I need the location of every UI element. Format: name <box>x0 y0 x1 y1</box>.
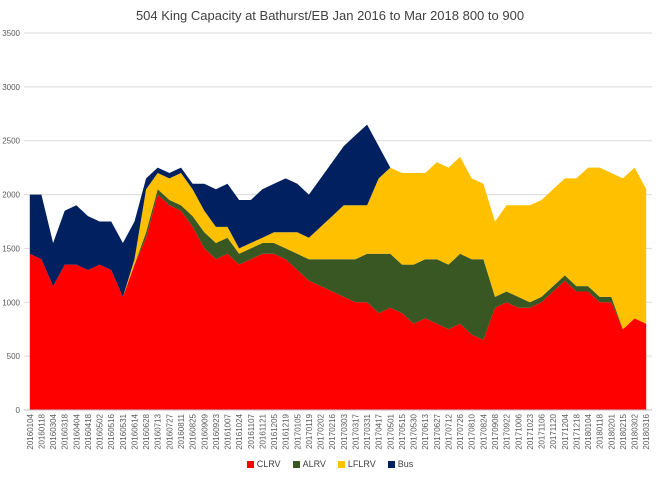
x-tick-label: 20170501 <box>386 413 395 449</box>
legend-item-clrv: CLRV <box>246 459 281 469</box>
x-tick-label: 20170303 <box>340 413 349 449</box>
series-area-alrv <box>29 189 647 340</box>
x-tick-label: 20161107 <box>247 413 256 449</box>
x-tick-label: 20160628 <box>142 413 151 449</box>
x-tick-label: 20160318 <box>61 413 70 449</box>
x-tick-label: 20170908 <box>491 413 500 449</box>
x-tick-label: 20160811 <box>177 413 186 449</box>
x-tick-label: 20180215 <box>619 413 628 449</box>
x-tick-label: 20170331 <box>363 413 372 449</box>
legend-swatch <box>337 460 345 468</box>
x-tick-label: 20171218 <box>572 413 581 449</box>
x-tick-label: 20161205 <box>270 413 279 449</box>
y-tick-label: 1500 <box>2 244 20 253</box>
y-tick-label: 3000 <box>2 83 20 92</box>
x-tick-label: 20160909 <box>200 413 209 449</box>
x-tick-label: 20160825 <box>189 413 198 449</box>
x-tick-label: 20160502 <box>96 413 105 449</box>
x-tick-label: 20171204 <box>561 413 570 449</box>
x-tick-label: 20180104 <box>584 413 593 449</box>
x-tick-label: 20160614 <box>131 413 140 449</box>
legend-label: CLRV <box>256 459 281 469</box>
x-tick-label: 20160727 <box>165 413 174 449</box>
y-tick-label: 2500 <box>2 137 20 146</box>
chart-title: 504 King Capacity at Bathurst/EB Jan 201… <box>135 8 525 23</box>
x-tick-label: 20170202 <box>317 413 326 449</box>
x-tick-label: 20160404 <box>72 413 81 449</box>
y-tick-label: 500 <box>7 352 21 361</box>
x-tick-label: 20161121 <box>258 413 267 449</box>
x-tick-label: 20171023 <box>526 413 535 449</box>
legend-label: LFLRV <box>347 459 376 469</box>
x-tick-label: 20180316 <box>642 413 651 449</box>
x-tick-label: 20160713 <box>154 413 163 449</box>
x-tick-label: 20160104 <box>26 413 35 449</box>
series-area-clrv <box>29 194 647 410</box>
x-tick-label: 20170712 <box>445 413 454 449</box>
x-tick-label: 20170613 <box>421 413 430 449</box>
legend-label: Bus <box>397 459 414 469</box>
x-tick-label: 20170317 <box>351 413 360 449</box>
x-tick-label: 20170515 <box>398 413 407 449</box>
x-tick-label: 20170417 <box>375 413 384 449</box>
x-tick-label: 20160304 <box>49 413 58 449</box>
x-tick-label: 20160531 <box>119 413 128 449</box>
x-tick-label: 20170824 <box>479 413 488 449</box>
legend-swatch <box>246 460 254 468</box>
x-tick-label: 20160418 <box>84 413 93 449</box>
x-tick-label: 20170810 <box>468 413 477 449</box>
x-tick-label: 20180118 <box>596 413 605 449</box>
x-tick-label: 20171120 <box>549 413 558 449</box>
legend-item-lflrv: LFLRV <box>337 459 376 469</box>
legend: CLRV ALRV LFLRV Bus <box>0 459 660 470</box>
x-tick-label: 20160118 <box>37 413 46 449</box>
x-tick-label: 20170922 <box>503 413 512 449</box>
x-tick-label: 20170119 <box>305 413 314 449</box>
x-tick-label: 20170726 <box>456 413 465 449</box>
y-tick-label: 1000 <box>2 298 20 307</box>
legend-swatch <box>387 460 395 468</box>
series-area-bus <box>29 124 647 297</box>
y-tick-label: 2000 <box>2 191 20 200</box>
x-tick-label: 20170216 <box>328 413 337 449</box>
x-tick-label: 20180302 <box>631 413 640 449</box>
x-tick-label: 20171106 <box>538 413 547 449</box>
x-tick-label: 20160923 <box>212 413 221 449</box>
x-tick-label: 20170530 <box>410 413 419 449</box>
x-tick-label: 20161219 <box>282 413 291 449</box>
x-tick-label: 20171006 <box>514 413 523 449</box>
x-tick-label: 20170627 <box>433 413 442 449</box>
legend-label: ALRV <box>302 459 326 469</box>
legend-item-bus: Bus <box>387 459 414 469</box>
x-tick-label: 20161007 <box>224 413 233 449</box>
legend-swatch <box>292 460 300 468</box>
series-area-lflrv <box>29 156 647 330</box>
y-tick-label: 3500 <box>2 29 20 38</box>
x-tick-label: 20180201 <box>607 413 616 449</box>
y-tick-label: 0 <box>16 406 21 415</box>
x-tick-label: 20161024 <box>235 413 244 449</box>
x-tick-label: 20170105 <box>293 413 302 449</box>
legend-item-alrv: ALRV <box>292 459 326 469</box>
x-tick-label: 20160516 <box>107 413 116 449</box>
